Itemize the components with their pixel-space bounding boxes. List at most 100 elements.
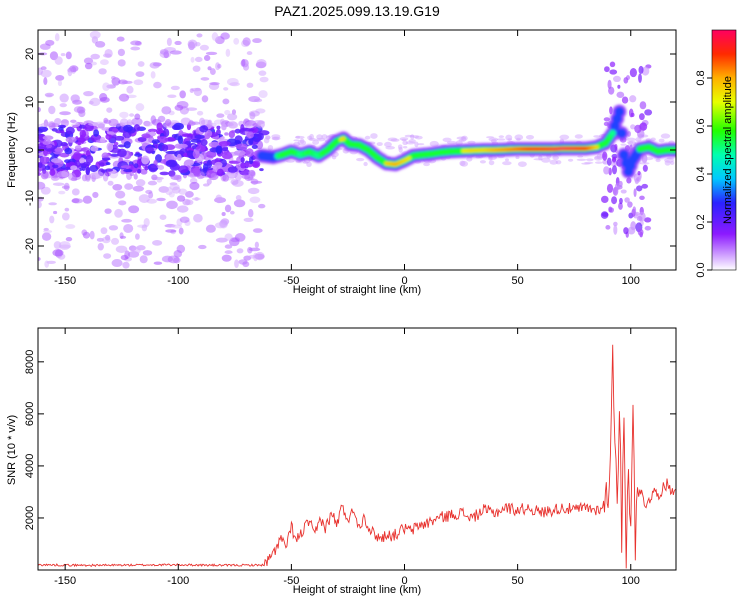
noise-blob — [38, 126, 49, 132]
noise-blob — [79, 129, 87, 139]
noise-blob — [167, 255, 180, 264]
noise-blob — [83, 90, 94, 97]
noise-blob — [46, 144, 53, 149]
noise-blob — [245, 148, 254, 158]
noise-blob — [584, 161, 594, 164]
noise-blob — [171, 224, 183, 229]
noise-blob — [43, 229, 53, 234]
noise-blob — [67, 172, 76, 181]
spectrogram-y-tick-label: 20 — [24, 48, 36, 60]
noise-blob — [216, 113, 225, 118]
noise-blob — [49, 169, 56, 176]
noise-blob — [241, 58, 246, 67]
noise-blob — [54, 118, 62, 125]
ridge-cell — [616, 128, 627, 139]
noise-blob — [331, 155, 337, 160]
noise-blob — [59, 111, 71, 116]
noise-blob — [602, 159, 608, 165]
noise-blob — [169, 50, 182, 55]
noise-blob — [286, 160, 295, 163]
noise-blob — [505, 134, 513, 141]
noise-blob — [215, 194, 223, 204]
noise-blob — [82, 231, 91, 239]
noise-blob — [364, 135, 371, 140]
noise-blob — [246, 131, 254, 139]
noise-blob — [186, 150, 193, 158]
noise-blob — [89, 30, 101, 39]
noise-blob — [178, 227, 184, 235]
noise-blob — [219, 219, 228, 229]
colorbar-tick-label: 0.2 — [695, 214, 707, 229]
noise-blob — [634, 124, 642, 134]
noise-blob — [153, 261, 163, 265]
noise-blob — [105, 162, 111, 166]
noise-blob — [215, 145, 223, 155]
noise-blob — [309, 133, 314, 140]
noise-blob — [124, 183, 134, 190]
noise-blob — [236, 248, 244, 254]
noise-blob — [221, 123, 227, 131]
noise-blob — [627, 201, 633, 208]
noise-blob — [192, 167, 201, 176]
noise-blob — [230, 179, 239, 185]
colorbar-tick-label: 0.0 — [695, 262, 707, 277]
noise-blob — [639, 195, 645, 201]
noise-blob — [601, 195, 609, 204]
noise-blob — [118, 93, 130, 102]
noise-blob — [586, 158, 594, 162]
noise-blob — [145, 189, 153, 195]
noise-blob — [240, 157, 245, 163]
noise-blob — [133, 79, 144, 86]
noise-blob — [191, 121, 201, 125]
noise-blob — [118, 200, 127, 206]
noise-blob — [655, 158, 661, 163]
noise-blob — [60, 142, 68, 147]
snr-x-tick-label: 0 — [401, 575, 407, 587]
noise-blob — [621, 96, 629, 104]
noise-blob — [151, 139, 160, 144]
noise-blob — [623, 77, 629, 84]
noise-blob — [65, 136, 77, 143]
noise-blob — [177, 135, 184, 145]
noise-blob — [312, 140, 320, 145]
noise-blob — [38, 172, 41, 176]
noise-blob — [408, 139, 416, 143]
noise-blob — [606, 157, 612, 166]
noise-blob — [90, 145, 99, 152]
noise-blob — [89, 164, 99, 173]
noise-blob — [626, 137, 636, 142]
spectrogram-x-tick-label: 50 — [512, 275, 524, 287]
noise-blob — [417, 143, 425, 146]
noise-blob — [243, 217, 254, 222]
ridge-cell — [618, 149, 629, 160]
noise-blob — [210, 172, 217, 179]
noise-blob — [614, 143, 618, 150]
noise-blob — [179, 216, 190, 223]
noise-blob — [98, 68, 107, 75]
noise-blob — [111, 259, 123, 267]
noise-blob — [56, 170, 69, 178]
noise-blob — [115, 190, 126, 199]
noise-blob — [609, 61, 616, 68]
noise-blob — [54, 33, 60, 42]
noise-blob — [619, 197, 623, 205]
noise-blob — [221, 212, 226, 217]
noise-blob — [107, 180, 114, 186]
noise-blob — [159, 171, 170, 176]
noise-blob — [170, 85, 180, 91]
noise-blob — [138, 194, 150, 203]
noise-blob — [632, 206, 637, 215]
noise-blob — [224, 233, 233, 241]
noise-blob — [134, 153, 143, 157]
spectrogram-y-tick-label: 0 — [24, 147, 36, 153]
noise-blob — [135, 233, 140, 240]
noise-blob — [73, 151, 82, 161]
noise-blob — [117, 48, 125, 57]
noise-blob — [42, 135, 54, 141]
noise-blob — [38, 257, 41, 261]
noise-blob — [466, 156, 473, 162]
noise-blob — [55, 130, 64, 134]
noise-blob — [242, 37, 251, 46]
noise-blob — [669, 160, 675, 165]
